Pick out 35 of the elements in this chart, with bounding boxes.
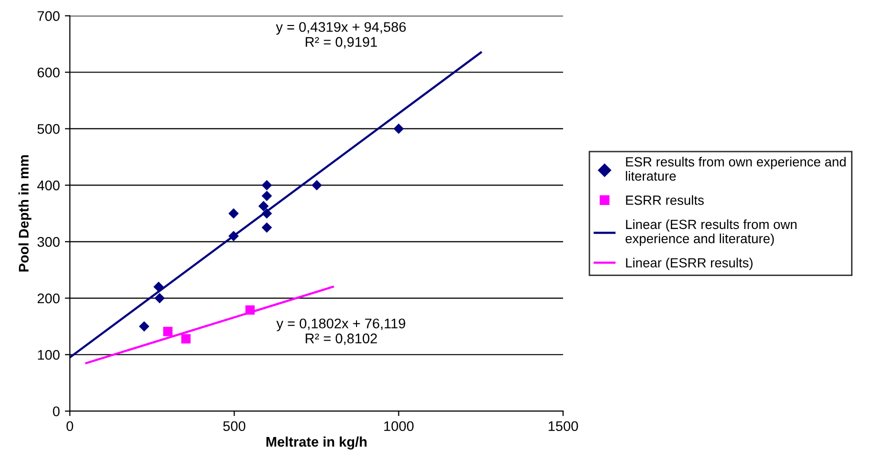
- point: [312, 180, 322, 190]
- point: [262, 222, 272, 233]
- point: [154, 292, 165, 304]
- point: [262, 180, 272, 190]
- legend-label: ESRR results: [626, 195, 704, 205]
- point: [228, 230, 239, 242]
- point: [258, 200, 269, 212]
- x-axis-title: Meltrate in kg/h: [266, 436, 367, 450]
- y-tick-label: 300: [37, 237, 60, 247]
- y-tick-label: 100: [38, 350, 60, 360]
- point: [138, 321, 150, 332]
- y-tick-label: 600: [38, 68, 60, 78]
- legend-label: Linear (ESRR results): [626, 258, 753, 270]
- x-tick-label: 0: [66, 421, 74, 432]
- y-tick-label: 700: [38, 11, 60, 21]
- y-tick-label: 500: [38, 124, 60, 134]
- y-tick-label: 400: [37, 180, 60, 190]
- point: [181, 334, 191, 344]
- y-axis-title: Pool Depth in mm: [18, 155, 32, 272]
- annotation: y = 0,1802x + 76,119 R² = 0,8102: [276, 318, 406, 346]
- x-tick-label: 1000: [384, 421, 414, 432]
- point: [163, 326, 172, 336]
- y-tick-label: 0: [52, 406, 60, 416]
- point: [262, 190, 272, 202]
- legend-label: Linear (ESR results from own experience and literature): [626, 219, 796, 246]
- legend-label: ESR results from own experience and literature: [626, 156, 846, 181]
- annotation: y = 0,4319x + 94,586 R² = 0,9191: [276, 22, 406, 49]
- point: [245, 305, 255, 315]
- y-tick-label: 200: [38, 293, 60, 304]
- x-tick-label: 1500: [548, 421, 578, 432]
- point: [228, 208, 239, 219]
- point: [153, 282, 164, 292]
- x-tick-label: 500: [223, 421, 246, 432]
- point: [393, 124, 404, 134]
- point: [262, 208, 272, 219]
